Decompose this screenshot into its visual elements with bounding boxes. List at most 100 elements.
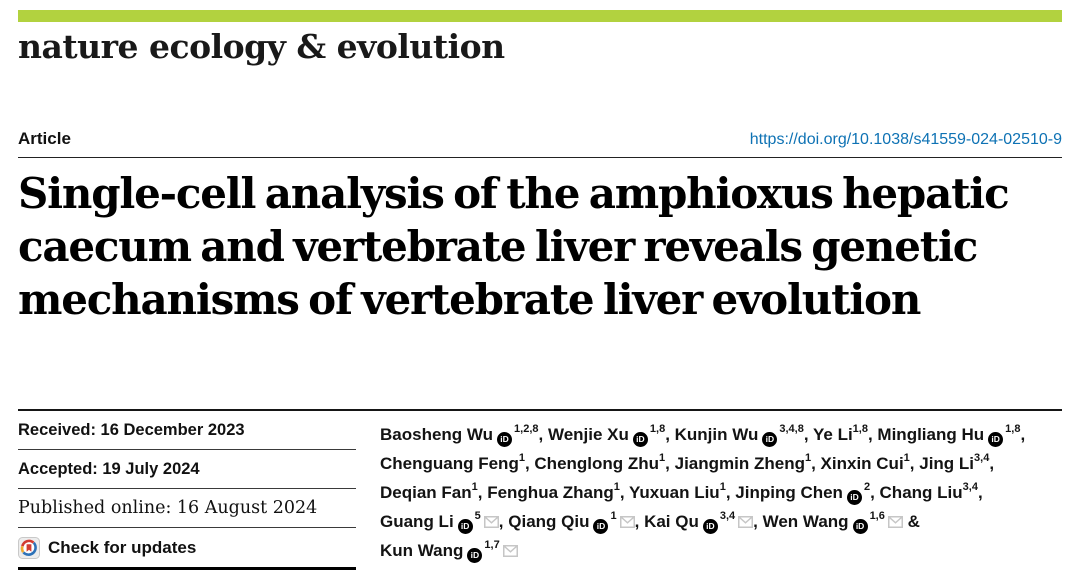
affiliation-superscript: 3,4 (719, 510, 736, 523)
author-separator: , (524, 454, 535, 473)
author-separator: , (1020, 425, 1026, 444)
author-separator: , (665, 454, 675, 473)
author-separator: , (477, 483, 488, 502)
author-name: Chang Liu (879, 483, 963, 502)
orcid-icon[interactable]: iD (593, 519, 609, 534)
email-icon[interactable] (619, 516, 635, 528)
author-name: Wen Wang (762, 512, 849, 531)
affiliation-superscript: 3,4 (962, 481, 978, 494)
author-name: Xinxin Cui (820, 454, 904, 473)
author: Jiangmin Zheng1 (674, 452, 812, 473)
affiliation-superscript: 1,2,8 (514, 423, 539, 436)
meta-authors-row: Received: 16 December 2023 Accepted: 19 … (18, 409, 1062, 570)
affiliation-superscript: 1 (518, 452, 525, 465)
author-separator: , (977, 483, 983, 502)
check-for-updates-label: Check for updates (48, 537, 197, 557)
orcid-icon[interactable]: iD (852, 519, 868, 534)
author-name: Fenghua Zhang (487, 483, 614, 502)
published-date: Published online: 16 August 2024 (18, 489, 356, 528)
author: Wen Wang iD1,6 (762, 511, 903, 534)
author-separator: , (870, 483, 880, 502)
crossmark-icon (18, 536, 40, 559)
author: Chang Liu3,4 (879, 481, 978, 502)
email-icon[interactable] (502, 545, 518, 557)
orcid-icon[interactable]: iD (457, 519, 473, 534)
check-for-updates-button[interactable]: Check for updates (18, 528, 356, 570)
author-line: Kun Wang iD1,7 (380, 536, 1062, 565)
affiliation-superscript: 1 (471, 481, 478, 494)
author-name: Kunjin Wu (674, 425, 759, 444)
author-separator: , (538, 425, 548, 444)
author-separator: , (665, 425, 675, 444)
header-divider (18, 157, 1062, 158)
received-date: Received: 16 December 2023 (18, 411, 356, 450)
affiliation-superscript: 1 (804, 452, 812, 465)
author-name: Wenjie Xu (547, 425, 629, 444)
author: Deqian Fan1 (380, 481, 478, 502)
author: Chenguang Feng1 (380, 452, 525, 473)
author: Qiang Qiu iD1 (508, 510, 635, 534)
author: Wenjie Xu iD1,8 (547, 424, 665, 447)
email-icon[interactable] (483, 516, 499, 528)
author-name: Jinping Chen (735, 483, 843, 502)
orcid-icon[interactable]: iD (497, 432, 513, 447)
author-name: Ye Li (812, 425, 853, 444)
email-icon[interactable] (738, 516, 754, 528)
affiliation-superscript: 5 (474, 510, 481, 523)
author-separator: , (811, 454, 821, 473)
author: Jing Li3,4 (919, 452, 990, 473)
author-name: Jiangmin Zheng (674, 454, 805, 473)
author-separator: , (989, 454, 995, 473)
author: Xinxin Cui1 (820, 452, 910, 473)
author-separator: & (902, 512, 920, 531)
author-name: Yuxuan Liu (629, 483, 720, 502)
author-separator: , (725, 483, 736, 502)
author: Fenghua Zhang1 (487, 482, 620, 502)
title-line-3: mechanisms of vertebrate liver evolution (18, 275, 921, 324)
author-name: Mingliang Hu (877, 425, 985, 444)
doi-link[interactable]: https://doi.org/10.1038/s41559-024-02510… (749, 131, 1062, 148)
orcid-icon[interactable]: iD (988, 432, 1004, 447)
author-line: Guang Li iD5, Qiang Qiu iD1, Kai Qu iD3,4, … (380, 507, 1062, 536)
affiliation-superscript: 3,4 (974, 452, 990, 465)
affiliation-superscript: 1,8 (1005, 423, 1021, 436)
accepted-date: Accepted: 19 July 2024 (18, 450, 356, 489)
author-name: Qiang Qiu (508, 512, 590, 531)
author-line: Chenguang Feng1, Chenglong Zhu1, Jiangmi… (380, 449, 1062, 478)
orcid-icon[interactable]: iD (762, 432, 778, 447)
author: Chenglong Zhu1 (534, 453, 665, 473)
affiliation-superscript: 3,4,8 (779, 423, 804, 436)
article-kicker-row: Article https://doi.org/10.1038/s41559-0… (18, 129, 1062, 149)
author-separator: , (803, 425, 813, 444)
author-name: Jing Li (919, 454, 975, 473)
orcid-icon[interactable]: iD (467, 548, 483, 563)
dates-panel: Received: 16 December 2023 Accepted: 19 … (18, 411, 356, 570)
affiliation-superscript: 1,8 (852, 423, 868, 436)
affiliation-superscript: 2 (863, 481, 871, 494)
author-separator: , (619, 483, 630, 502)
affiliation-superscript: 1,7 (484, 539, 500, 552)
article-title: Single-cell analysis of the amphioxus he… (18, 167, 1062, 326)
title-line-1: Single-cell analysis of the amphioxus he… (18, 169, 1010, 218)
title-line-2: caecum and vertebrate liver reveals gene… (18, 222, 978, 271)
email-icon[interactable] (887, 516, 903, 528)
orcid-icon[interactable]: iD (846, 490, 862, 505)
author-line: Baosheng Wu iD1,2,8, Wenjie Xu iD1,8, Kunj… (380, 420, 1062, 449)
author: Mingliang Hu iD1,8 (877, 423, 1021, 447)
author-separator: , (498, 512, 509, 531)
author: Kun Wang iD1,7 (380, 539, 518, 563)
affiliation-superscript: 1 (903, 452, 910, 465)
author: Guang Li iD5 (380, 510, 499, 534)
author-name: Guang Li (380, 512, 454, 531)
affiliation-superscript: 1 (610, 510, 617, 523)
author-name: Kun Wang (380, 541, 464, 560)
author-name: Chenglong Zhu (534, 454, 660, 473)
author-line: Deqian Fan1, Fenghua Zhang1, Yuxuan Liu 1… (380, 478, 1062, 507)
orcid-icon[interactable]: iD (702, 519, 718, 534)
author-separator: , (909, 454, 920, 473)
author-name: Baosheng Wu (380, 425, 494, 444)
orcid-icon[interactable]: iD (632, 432, 648, 447)
journal-accent-bar (18, 10, 1062, 22)
journal-masthead: nature ecology & evolution (18, 27, 505, 66)
author-separator: , (634, 512, 645, 531)
